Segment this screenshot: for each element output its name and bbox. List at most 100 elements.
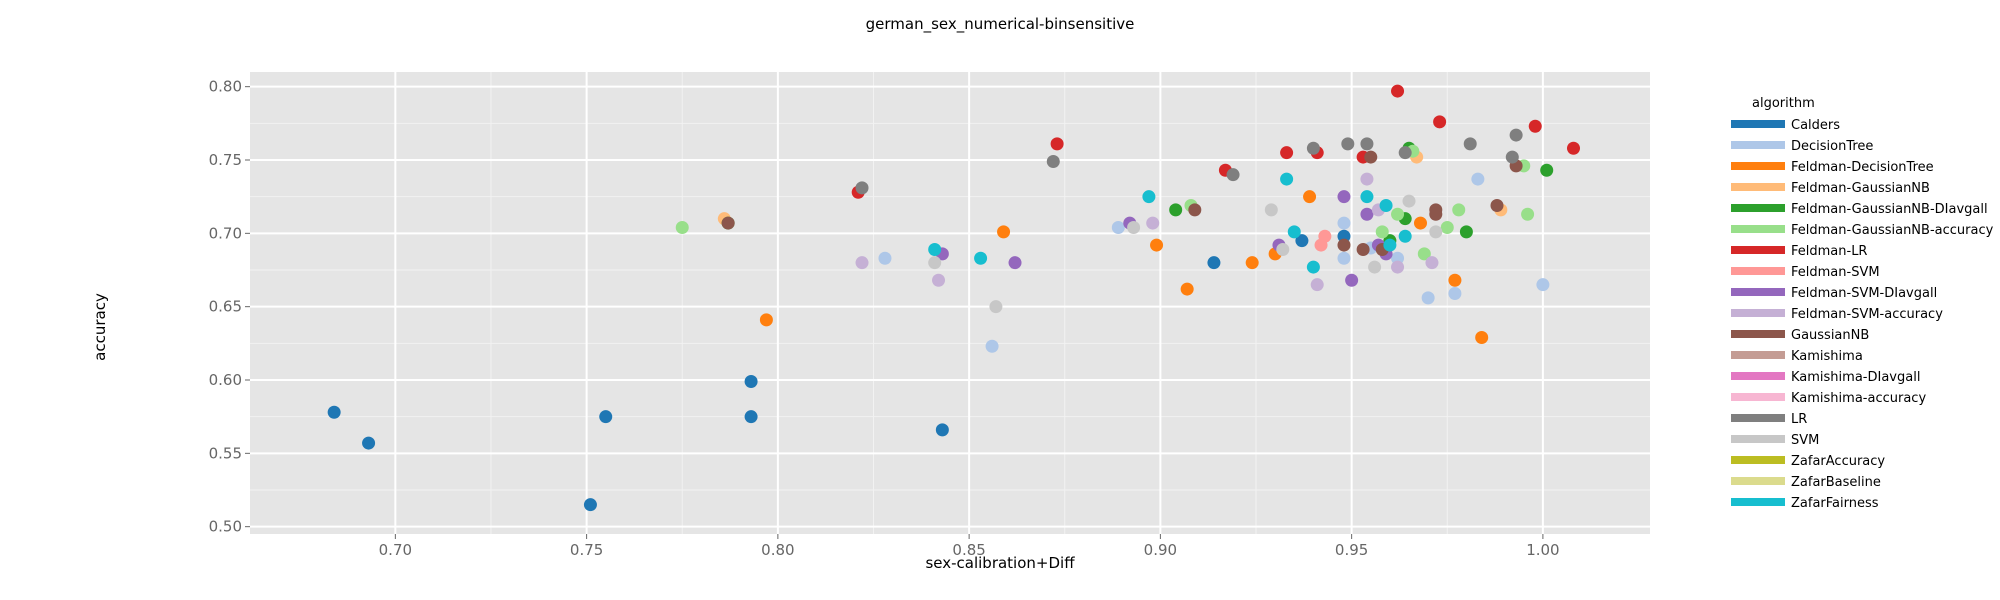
- x-tick-label: 0.70: [379, 541, 412, 559]
- data-point-feldman-decisiontree: [1245, 256, 1259, 270]
- x-tick-label: 0.80: [761, 541, 794, 559]
- data-point-calders: [1207, 256, 1221, 270]
- legend-swatch: [1731, 183, 1785, 191]
- data-point-calders: [744, 410, 758, 424]
- legend-label: Kamishima-DIavgall: [1791, 370, 1920, 385]
- data-point-feldman-svm: [1318, 229, 1332, 243]
- data-point-decisiontree: [878, 251, 892, 265]
- data-point-feldman-lr: [1280, 146, 1294, 160]
- data-point-feldman-gaussiannb-accuracy: [1375, 225, 1389, 239]
- data-point-feldman-gaussiannb-accuracy: [1521, 207, 1535, 221]
- data-point-feldman-lr: [1050, 137, 1064, 151]
- data-point-decisiontree: [985, 339, 999, 353]
- data-point-zafarfairness: [1379, 198, 1393, 212]
- data-point-decisiontree: [1471, 172, 1485, 186]
- data-point-lr: [855, 181, 869, 195]
- data-point-zafarfairness: [1280, 172, 1294, 186]
- data-point-gaussiannb: [721, 216, 735, 230]
- legend-label: Feldman-DecisionTree: [1791, 160, 1934, 175]
- legend-label: Feldman-LR: [1791, 244, 1867, 259]
- legend-label: Feldman-GaussianNB: [1791, 181, 1930, 196]
- y-tick-label: 0.60: [209, 371, 242, 389]
- data-point-svm: [1264, 203, 1278, 217]
- data-point-calders: [1295, 234, 1309, 248]
- data-point-lr: [1306, 141, 1320, 155]
- y-tick-label: 0.50: [209, 518, 242, 536]
- legend-label: SVM: [1791, 433, 1819, 448]
- data-points: [327, 84, 1580, 512]
- legend-label: GaussianNB: [1791, 328, 1869, 343]
- legend-swatch: [1731, 288, 1785, 296]
- data-point-lr: [1505, 150, 1519, 164]
- plot-background: [250, 72, 1650, 534]
- y-axis-label: accuracy: [91, 293, 109, 361]
- chart-title: german_sex_numerical-binsensitive: [866, 15, 1135, 34]
- data-point-gaussiannb: [1364, 150, 1378, 164]
- y-tick-label: 0.80: [209, 78, 242, 96]
- y-tick-label: 0.65: [209, 298, 242, 316]
- legend-label: ZafarAccuracy: [1791, 454, 1885, 469]
- legend-label: ZafarBaseline: [1791, 475, 1881, 490]
- data-point-lr: [1341, 137, 1355, 151]
- data-point-feldman-gaussiannb-diavgall: [1540, 163, 1554, 177]
- legend: algorithm Calders DecisionTree Feldman-Dec…: [1731, 96, 1994, 511]
- data-point-calders: [583, 498, 597, 512]
- legend-label: LR: [1791, 412, 1807, 427]
- data-point-svm: [989, 300, 1003, 314]
- data-point-calders: [327, 405, 341, 419]
- data-point-calders: [599, 410, 613, 424]
- data-point-lr: [1360, 137, 1374, 151]
- data-point-feldman-gaussiannb-accuracy: [1452, 203, 1466, 217]
- data-point-feldman-gaussiannb-accuracy: [675, 220, 689, 234]
- data-point-decisiontree: [1448, 286, 1462, 300]
- data-point-feldman-svm-accuracy: [1310, 278, 1324, 292]
- data-point-svm: [1368, 260, 1382, 274]
- data-point-lr: [1463, 137, 1477, 151]
- legend-label: Kamishima-accuracy: [1791, 391, 1926, 406]
- legend-swatch: [1731, 330, 1785, 338]
- data-point-zafarfairness: [1287, 225, 1301, 239]
- legend-label: Feldman-GaussianNB-accuracy: [1791, 223, 1994, 238]
- legend-swatch: [1731, 309, 1785, 317]
- data-point-gaussiannb: [1356, 242, 1370, 256]
- y-tick-label: 0.70: [209, 224, 242, 242]
- legend-swatch: [1731, 351, 1785, 359]
- data-point-feldman-gaussiannb-accuracy: [1417, 247, 1431, 261]
- legend-label: DecisionTree: [1791, 139, 1873, 154]
- data-point-svm: [1429, 225, 1443, 239]
- data-point-feldman-decisiontree: [1475, 330, 1489, 344]
- data-point-feldman-svm-accuracy: [1360, 172, 1374, 186]
- data-point-feldman-svm-accuracy: [1146, 216, 1160, 230]
- data-point-zafarfairness: [1398, 229, 1412, 243]
- data-point-zafarfairness: [1360, 190, 1374, 204]
- data-point-svm: [928, 256, 942, 270]
- data-point-feldman-gaussiannb-diavgall: [1459, 225, 1473, 239]
- legend-swatch: [1731, 204, 1785, 212]
- data-point-svm: [1127, 220, 1141, 234]
- legend-swatch: [1731, 120, 1785, 128]
- legend-swatch: [1731, 477, 1785, 485]
- data-point-gaussiannb: [1337, 238, 1351, 252]
- x-tick-label: 0.85: [952, 541, 985, 559]
- data-point-zafarfairness: [1383, 238, 1397, 252]
- legend-swatch: [1731, 393, 1785, 401]
- data-point-zafarfairness: [974, 251, 988, 265]
- y-tick-label: 0.55: [209, 444, 242, 462]
- legend-label: ZafarFairness: [1791, 496, 1879, 511]
- legend-swatch: [1731, 498, 1785, 506]
- data-point-feldman-decisiontree: [1180, 282, 1194, 296]
- data-point-feldman-decisiontree: [997, 225, 1011, 239]
- data-point-feldman-gaussiannb-diavgall: [1169, 203, 1183, 217]
- data-point-gaussiannb: [1188, 203, 1202, 217]
- legend-swatch: [1731, 456, 1785, 464]
- data-point-gaussiannb: [1490, 198, 1504, 212]
- legend-label: Feldman-GaussianNB-DIavgall: [1791, 202, 1988, 217]
- x-tick-label: 1.00: [1526, 541, 1559, 559]
- x-axis-ticks: 0.70 0.75 0.80 0.85 0.90 0.95 1.00: [379, 534, 1560, 559]
- legend-swatch: [1731, 246, 1785, 254]
- legend-label: Feldman-SVM-DIavgall: [1791, 286, 1937, 301]
- data-point-feldman-gaussiannb-accuracy: [1391, 207, 1405, 221]
- data-point-gaussiannb: [1429, 203, 1443, 217]
- x-tick-label: 0.90: [1144, 541, 1177, 559]
